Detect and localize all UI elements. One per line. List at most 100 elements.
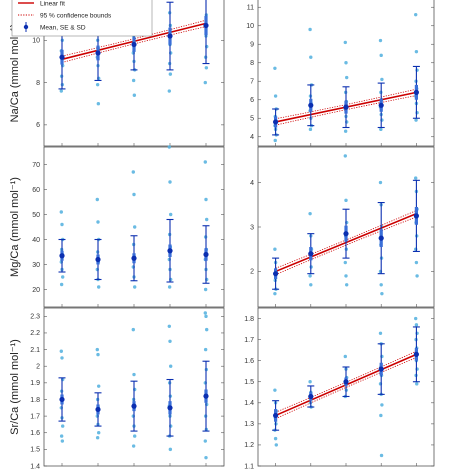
data-point <box>132 192 136 197</box>
data-point <box>95 436 100 440</box>
data-point <box>167 324 171 328</box>
mean-marker <box>167 248 173 254</box>
data-point <box>308 211 312 216</box>
y-tick-label: 1.8 <box>30 397 40 404</box>
data-point <box>131 444 136 448</box>
y-tick-label: 7 <box>250 79 254 86</box>
data-point <box>379 53 383 58</box>
data-point <box>273 138 277 143</box>
mean-marker <box>203 251 209 258</box>
mean-marker <box>273 412 279 419</box>
data-point <box>131 327 135 332</box>
data-point <box>97 384 101 388</box>
data-point <box>380 77 384 82</box>
y-tick-label: 2 <box>36 364 40 371</box>
data-point <box>308 127 313 132</box>
y-tick-label: 11 <box>247 5 254 12</box>
data-point <box>61 424 65 428</box>
data-point <box>273 388 277 392</box>
data-point <box>415 274 419 278</box>
confidence-bound-upper <box>275 88 417 120</box>
data-point <box>95 347 100 352</box>
y-tick-label: 2.1 <box>30 347 40 354</box>
data-point <box>380 403 384 407</box>
data-point <box>203 160 207 164</box>
data-point <box>379 283 383 287</box>
data-point <box>133 434 137 438</box>
mean-marker <box>203 22 209 29</box>
data-point <box>379 453 384 458</box>
mean-marker <box>131 255 137 261</box>
y-tick-label: 40 <box>32 237 40 244</box>
data-point <box>414 176 418 180</box>
data-point <box>204 66 209 70</box>
data-point <box>308 380 312 384</box>
y-tick-label: 70 <box>32 162 40 169</box>
y-axis-label: Na/Ca (mmol mol⁻¹) <box>9 24 21 123</box>
mean-marker <box>273 119 279 125</box>
y-tick-label: 8 <box>36 80 40 87</box>
mean-marker <box>95 50 101 56</box>
data-point <box>308 274 312 278</box>
mean-marker <box>308 393 314 400</box>
data-point <box>203 80 207 85</box>
data-point <box>60 356 64 360</box>
y-tick-label: 50 <box>32 212 40 219</box>
mean-marker <box>308 102 314 108</box>
legend-label-confidence: 95 % confidence bounds <box>40 13 112 20</box>
data-point <box>61 275 65 279</box>
mean-marker <box>308 251 314 257</box>
data-point <box>274 443 278 447</box>
mean-marker <box>131 41 137 48</box>
panel-top-right: 4 5 6 7 8 9 10 11 <box>246 0 435 147</box>
y-tick-label: 2.3 <box>30 314 40 321</box>
mean-marker <box>343 231 349 237</box>
data-point <box>96 102 101 106</box>
legend-label-fit: Linear fit <box>40 1 65 8</box>
confidence-bound-lower <box>275 357 417 420</box>
y-axis-label: Mg/Ca (mmol mol⁻¹) <box>9 177 21 277</box>
y-tick-label: 1.3 <box>244 421 254 428</box>
data-point <box>204 314 208 319</box>
data-point <box>169 364 173 368</box>
data-point <box>203 439 207 443</box>
mean-marker <box>131 403 137 409</box>
data-point <box>131 78 136 83</box>
data-point <box>95 197 100 202</box>
data-point <box>273 247 277 251</box>
y-tick-label: 8 <box>250 60 254 67</box>
legend: Linear fit 95 % confidence bounds Mean, … <box>11 0 153 37</box>
data-point <box>97 431 101 435</box>
data-point <box>204 197 208 202</box>
data-point <box>415 382 419 386</box>
data-point <box>95 82 100 87</box>
mean-marker <box>378 102 384 108</box>
y-axis-label: Sr/Ca (mmol mol⁻¹) <box>9 339 21 435</box>
data-point <box>414 323 419 327</box>
data-point <box>59 89 63 93</box>
confidence-bound-lower <box>275 216 417 276</box>
data-point <box>273 66 277 71</box>
mean-marker <box>378 366 384 372</box>
y-tick-label: 1.5 <box>244 379 254 386</box>
y-tick-label: 1.4 <box>244 400 254 407</box>
data-point <box>343 354 347 359</box>
data-point <box>168 339 172 343</box>
mean-marker <box>378 235 384 241</box>
mean-marker <box>95 256 101 263</box>
y-tick-label: 1.8 <box>244 316 254 323</box>
data-point <box>60 222 64 227</box>
y-tick-label: 2.2 <box>30 330 40 337</box>
data-point <box>167 89 171 93</box>
mean-marker <box>95 406 101 413</box>
mean-marker <box>203 393 209 399</box>
y-tick-label: 1.6 <box>244 358 254 365</box>
data-point <box>203 287 208 292</box>
data-point <box>59 434 64 438</box>
data-point <box>344 274 348 278</box>
mean-marker <box>273 271 279 277</box>
panel-bottom-left: 1.4 1.5 1.6 1.7 1.8 1.9 2 2.1 2.2 2.3 Sr/Ca (mmol … <box>9 307 225 470</box>
data-point <box>168 72 173 76</box>
data-point <box>345 75 349 80</box>
